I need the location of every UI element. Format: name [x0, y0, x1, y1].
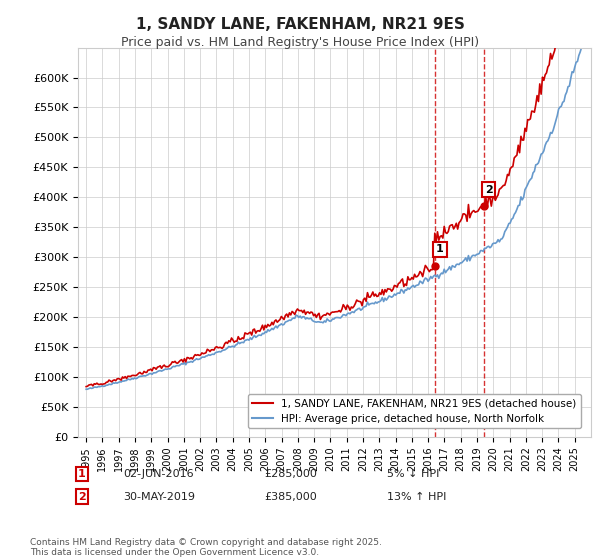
Text: £385,000: £385,000: [264, 492, 317, 502]
Text: 02-JUN-2016: 02-JUN-2016: [123, 469, 194, 479]
Text: 13% ↑ HPI: 13% ↑ HPI: [387, 492, 446, 502]
Legend: 1, SANDY LANE, FAKENHAM, NR21 9ES (detached house), HPI: Average price, detached: 1, SANDY LANE, FAKENHAM, NR21 9ES (detac…: [248, 394, 581, 428]
Text: 2: 2: [78, 492, 86, 502]
Text: 30-MAY-2019: 30-MAY-2019: [123, 492, 195, 502]
Text: 1, SANDY LANE, FAKENHAM, NR21 9ES: 1, SANDY LANE, FAKENHAM, NR21 9ES: [136, 17, 464, 32]
Text: Price paid vs. HM Land Registry's House Price Index (HPI): Price paid vs. HM Land Registry's House …: [121, 36, 479, 49]
Text: 1: 1: [436, 244, 444, 254]
Text: Contains HM Land Registry data © Crown copyright and database right 2025.
This d: Contains HM Land Registry data © Crown c…: [30, 538, 382, 557]
Text: 5% ↓ HPI: 5% ↓ HPI: [387, 469, 439, 479]
Text: 2: 2: [485, 184, 493, 194]
Text: £285,000: £285,000: [264, 469, 317, 479]
Text: 1: 1: [78, 469, 86, 479]
